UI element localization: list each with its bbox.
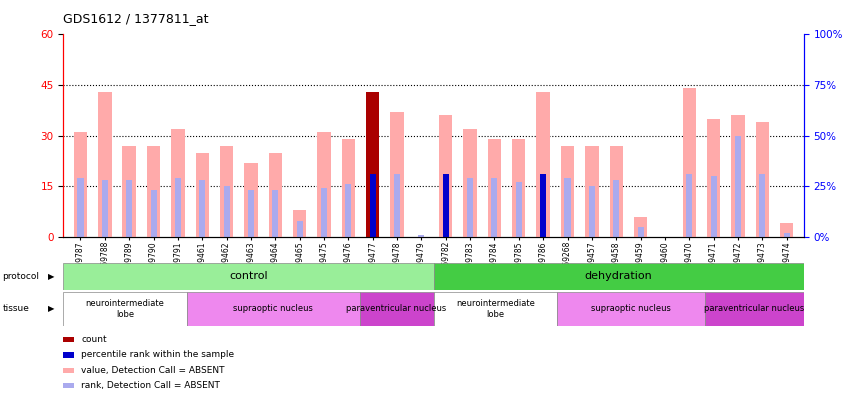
Bar xyxy=(433,292,557,326)
Text: tissue: tissue xyxy=(3,304,30,313)
Bar xyxy=(297,221,303,237)
Bar xyxy=(705,292,804,326)
Bar xyxy=(98,92,112,237)
Text: neurointermediate
lobe: neurointermediate lobe xyxy=(456,299,535,318)
Bar xyxy=(536,92,550,237)
Bar xyxy=(366,92,379,237)
Bar xyxy=(561,146,574,237)
Bar xyxy=(199,180,206,237)
Bar xyxy=(488,139,501,237)
Bar xyxy=(370,174,376,237)
Bar xyxy=(433,263,804,290)
Bar xyxy=(244,163,258,237)
Bar xyxy=(360,292,433,326)
Bar xyxy=(686,174,692,237)
Bar xyxy=(464,129,477,237)
Bar xyxy=(321,188,327,237)
Text: neurointermediate
lobe: neurointermediate lobe xyxy=(85,299,165,318)
Bar xyxy=(419,235,425,237)
Bar xyxy=(512,139,525,237)
Bar xyxy=(175,178,181,237)
Bar xyxy=(439,115,453,237)
Text: ▶: ▶ xyxy=(48,272,55,281)
Bar xyxy=(223,186,229,237)
Bar xyxy=(780,224,794,237)
Bar xyxy=(609,146,623,237)
Bar xyxy=(467,178,473,237)
Text: rank, Detection Call = ABSENT: rank, Detection Call = ABSENT xyxy=(81,381,220,390)
Bar xyxy=(390,112,404,237)
Bar xyxy=(759,174,766,237)
Bar xyxy=(74,132,87,237)
Bar xyxy=(126,180,132,237)
Bar xyxy=(638,227,644,237)
Bar xyxy=(195,153,209,237)
Bar xyxy=(683,88,696,237)
Bar xyxy=(78,178,84,237)
Text: dehydration: dehydration xyxy=(585,271,652,281)
Text: supraoptic nucleus: supraoptic nucleus xyxy=(233,304,313,313)
Text: control: control xyxy=(229,271,268,281)
Bar xyxy=(634,217,647,237)
Bar xyxy=(317,132,331,237)
Bar xyxy=(171,129,184,237)
Text: paraventricular nucleus: paraventricular nucleus xyxy=(347,304,447,313)
Bar xyxy=(564,178,570,237)
Text: paraventricular nucleus: paraventricular nucleus xyxy=(704,304,805,313)
Bar xyxy=(220,146,233,237)
Text: count: count xyxy=(81,335,107,344)
Bar xyxy=(345,184,351,237)
Bar xyxy=(394,174,400,237)
Bar xyxy=(272,190,278,237)
Bar xyxy=(585,146,599,237)
Bar xyxy=(557,292,705,326)
Bar xyxy=(755,122,769,237)
Bar xyxy=(516,182,522,237)
Bar xyxy=(735,136,741,237)
Bar xyxy=(589,186,595,237)
Bar xyxy=(613,180,619,237)
Bar xyxy=(783,233,789,237)
Bar xyxy=(248,190,254,237)
Bar xyxy=(707,119,720,237)
Bar xyxy=(123,146,136,237)
Bar xyxy=(187,292,360,326)
Bar xyxy=(442,174,448,237)
Bar xyxy=(540,174,547,237)
Bar xyxy=(63,292,187,326)
Bar xyxy=(293,210,306,237)
Bar xyxy=(151,190,157,237)
Bar xyxy=(731,115,744,237)
Bar xyxy=(63,263,433,290)
Text: value, Detection Call = ABSENT: value, Detection Call = ABSENT xyxy=(81,366,225,375)
Text: protocol: protocol xyxy=(3,272,40,281)
Text: supraoptic nucleus: supraoptic nucleus xyxy=(591,304,671,313)
Text: ▶: ▶ xyxy=(48,304,55,313)
Bar xyxy=(147,146,160,237)
Bar xyxy=(711,176,717,237)
Text: percentile rank within the sample: percentile rank within the sample xyxy=(81,350,234,359)
Bar xyxy=(268,153,282,237)
Text: GDS1612 / 1377811_at: GDS1612 / 1377811_at xyxy=(63,12,209,25)
Bar xyxy=(102,180,108,237)
Bar xyxy=(342,139,355,237)
Bar xyxy=(492,178,497,237)
